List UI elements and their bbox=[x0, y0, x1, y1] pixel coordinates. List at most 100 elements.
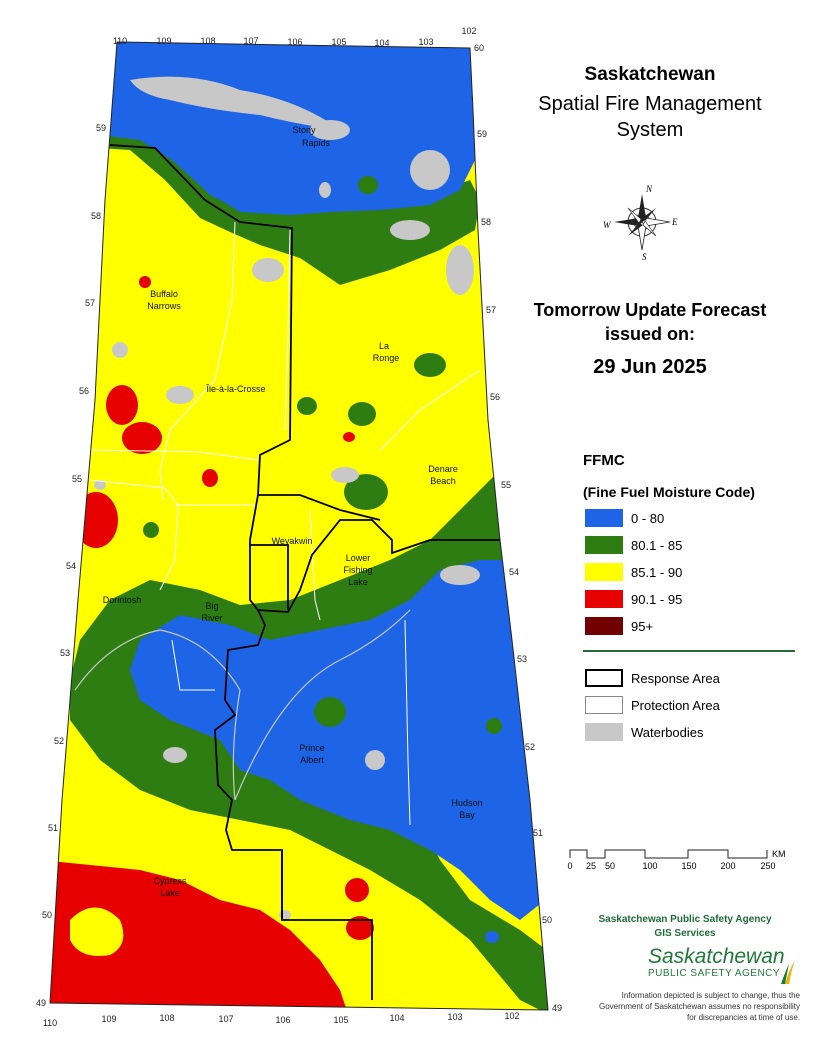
zone-80-85-north bbox=[100, 125, 480, 285]
scale-tick: 25 bbox=[586, 861, 596, 871]
legend-label: Protection Area bbox=[631, 697, 720, 713]
lat-label: 54 bbox=[509, 567, 519, 577]
lat-label: 54 bbox=[66, 561, 76, 571]
lat-label: 60 bbox=[474, 43, 484, 53]
scale-tick: 200 bbox=[720, 861, 735, 871]
place-big-river-2: River bbox=[201, 613, 222, 623]
lat-label: 56 bbox=[490, 392, 500, 402]
protection-areas bbox=[89, 221, 481, 826]
map-subtitle: Spatial Fire Management System bbox=[500, 91, 800, 143]
lon-label: 109 bbox=[101, 1014, 116, 1024]
place-ile-a-la-crosse: Île-à-la-Crosse bbox=[205, 384, 265, 394]
place-la-ronge: La bbox=[379, 341, 389, 351]
lat-label: 58 bbox=[91, 211, 101, 221]
lon-label: 108 bbox=[200, 36, 215, 46]
zone-90-95-southwest bbox=[50, 860, 350, 1010]
legend-swatch bbox=[585, 563, 623, 581]
lon-label: 105 bbox=[333, 1015, 348, 1025]
lon-label: 103 bbox=[447, 1012, 462, 1022]
response-areas bbox=[109, 144, 500, 1000]
lon-label: 102 bbox=[504, 1011, 519, 1021]
place-lower-fishing-lake-2: Fishing bbox=[343, 565, 372, 575]
lon-label: 103 bbox=[418, 37, 433, 47]
place-stony-rapids: Stony bbox=[292, 125, 316, 135]
lat-label: 51 bbox=[48, 823, 58, 833]
scale-unit: KM bbox=[772, 849, 786, 859]
lat-label: 57 bbox=[85, 298, 95, 308]
fire-spot bbox=[74, 492, 118, 548]
longitude-labels-top: 110 109 108 107 106 105 104 103 102 bbox=[113, 26, 477, 48]
lat-label: 55 bbox=[501, 480, 511, 490]
place-buffalo-narrows-2: Narrows bbox=[147, 301, 181, 311]
scale-tick: 0 bbox=[567, 861, 572, 871]
legend-subtitle: (Fine Fuel Moisture Code) bbox=[583, 484, 755, 500]
compass-n: N bbox=[645, 184, 653, 194]
lon-label: 107 bbox=[218, 1014, 233, 1024]
place-denare-beach: Denare bbox=[428, 464, 458, 474]
compass-e: E bbox=[671, 217, 678, 227]
lat-label: 50 bbox=[542, 915, 552, 925]
place-dorintosh: Dorintosh bbox=[103, 595, 142, 605]
ffmc-zones bbox=[50, 42, 548, 1010]
place-denare-beach-2: Beach bbox=[430, 476, 456, 486]
legend-label: Response Area bbox=[631, 670, 720, 686]
agency-line2: GIS Services bbox=[654, 928, 716, 939]
scale-tick: 100 bbox=[642, 861, 657, 871]
rivers bbox=[74, 609, 411, 801]
legend-item: 85.1 - 90 bbox=[585, 563, 682, 581]
lon-label: 109 bbox=[156, 36, 171, 46]
legend-label: 85.1 - 90 bbox=[631, 564, 683, 580]
legend-label: 0 - 80 bbox=[631, 510, 665, 526]
scale-tick: 150 bbox=[681, 861, 696, 871]
legend-swatch bbox=[585, 509, 623, 527]
place-hudson-bay-2: Bay bbox=[459, 810, 475, 820]
place-big-river: Big bbox=[205, 601, 218, 611]
legend-swatch bbox=[585, 536, 623, 554]
legend-swatch bbox=[585, 723, 623, 741]
lat-label: 56 bbox=[79, 386, 89, 396]
legend-item: Waterbodies bbox=[585, 723, 704, 741]
legend-swatch bbox=[585, 590, 623, 608]
agency-line1: Saskatchewan Public Safety Agency bbox=[598, 914, 772, 925]
lat-label: 55 bbox=[72, 474, 82, 484]
lat-label: 58 bbox=[481, 217, 491, 227]
legend-label: 80.1 - 85 bbox=[631, 537, 683, 553]
map-subtitle-line2: System bbox=[616, 119, 684, 141]
latitude-labels-left: 59 58 57 56 55 54 53 52 51 50 49 bbox=[36, 123, 106, 1008]
scale-tick: 50 bbox=[605, 861, 615, 871]
fire-spot bbox=[106, 385, 138, 425]
map-subtitle-line1: Spatial Fire Management bbox=[538, 93, 762, 115]
legend-item: 80.1 - 85 bbox=[585, 536, 682, 554]
lat-label: 51 bbox=[533, 828, 543, 838]
lat-label: 57 bbox=[486, 305, 496, 315]
lat-label: 53 bbox=[517, 654, 527, 664]
lat-label: 49 bbox=[552, 1003, 562, 1013]
compass-w: W bbox=[603, 220, 612, 230]
forecast-line1: Tomorrow Update Forecast bbox=[533, 300, 767, 320]
place-stony-rapids-2: Rapids bbox=[302, 138, 331, 148]
legend-label: 95+ bbox=[631, 618, 654, 634]
forecast-heading: Tomorrow Update Forecast issued on: bbox=[500, 298, 800, 346]
forecast-line2: issued on: bbox=[604, 324, 695, 344]
lat-label: 49 bbox=[36, 998, 46, 1008]
place-buffalo-narrows: Buffalo bbox=[150, 289, 178, 299]
longitude-labels-bottom: 110 109 108 107 106 105 104 103 102 bbox=[43, 1011, 520, 1028]
waterbodies bbox=[94, 76, 480, 920]
lon-label: 107 bbox=[243, 36, 258, 46]
legend-item: Response Area bbox=[585, 669, 720, 687]
lon-label: 104 bbox=[389, 1013, 404, 1023]
legend-item: 90.1 - 95 bbox=[585, 590, 682, 608]
disclaimer: Information depicted is subject to chang… bbox=[599, 991, 800, 1022]
place-weyakwin: Weyakwin bbox=[272, 536, 313, 546]
place-lower-fishing-lake-3: Lake bbox=[348, 577, 368, 587]
lon-label: 106 bbox=[275, 1015, 290, 1025]
scale-bar: KM 0 25 50 100 150 200 250 bbox=[567, 849, 785, 871]
lat-label: 52 bbox=[525, 742, 535, 752]
compass-s: S bbox=[642, 252, 647, 262]
lat-label: 52 bbox=[54, 736, 64, 746]
place-la-ronge-2: Ronge bbox=[373, 353, 400, 363]
province-outline bbox=[49, 41, 549, 1011]
legend-swatch bbox=[585, 696, 623, 714]
lon-label: 108 bbox=[159, 1013, 174, 1023]
lon-label: 110 bbox=[43, 1018, 57, 1028]
